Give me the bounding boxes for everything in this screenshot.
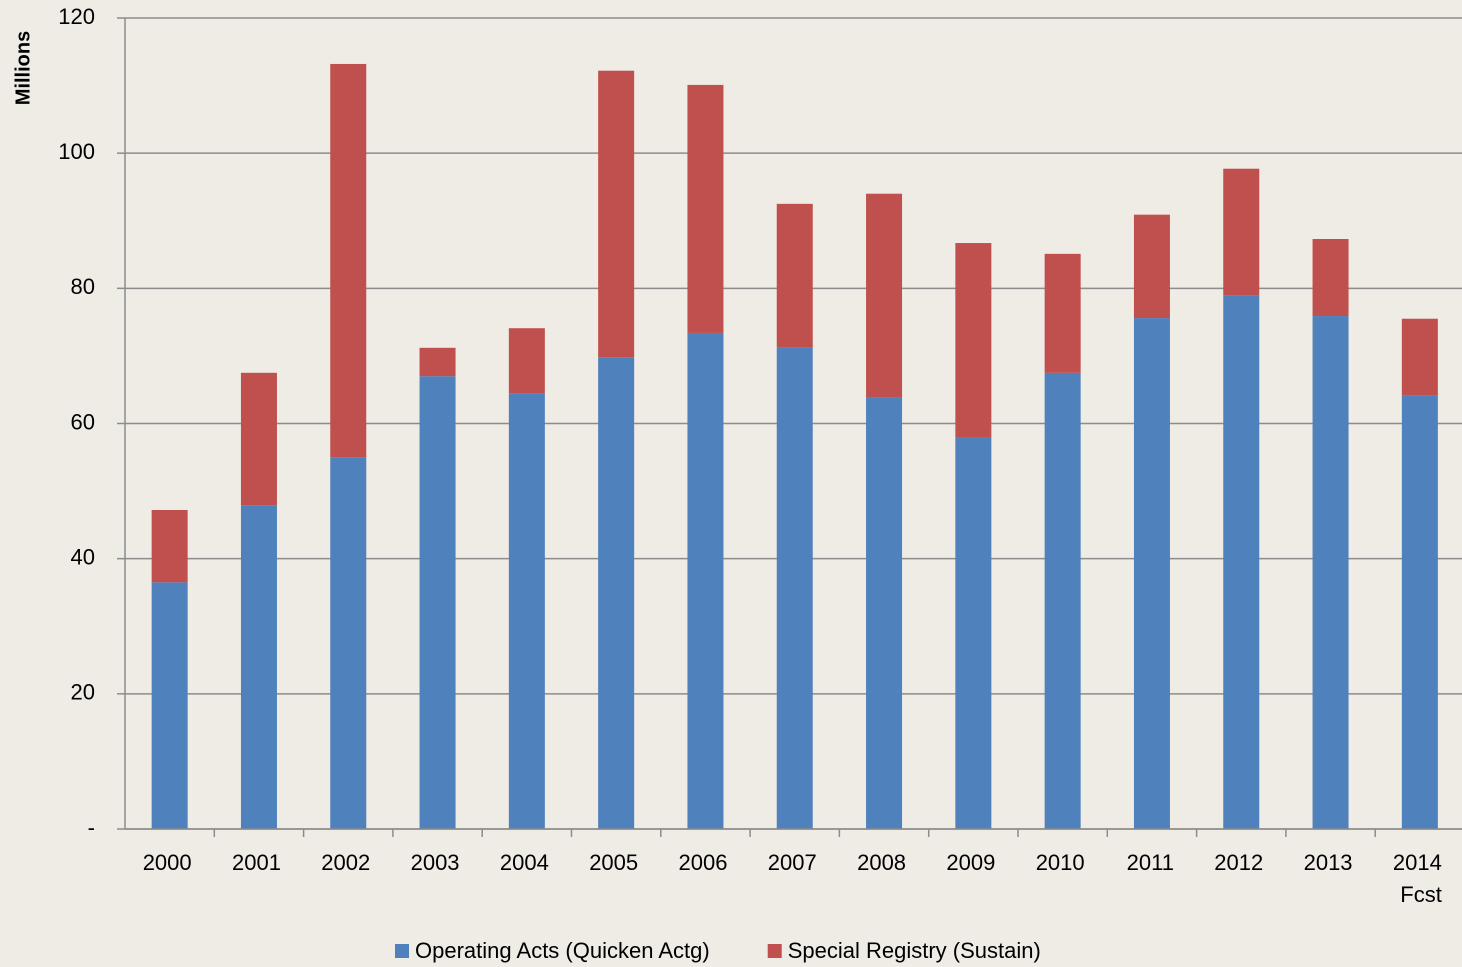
y-tick-label: 80	[71, 274, 95, 299]
bar-segment	[1223, 168, 1260, 296]
bar-segment	[687, 84, 724, 333]
x-tick-label: 2007	[767, 850, 817, 875]
bar-segment	[1401, 318, 1438, 396]
y-tick-label: 120	[58, 4, 95, 29]
x-tick-label: 2001	[231, 850, 281, 875]
y-axis-label: Millions	[12, 31, 34, 105]
bar-segment	[687, 332, 724, 829]
bar-segment	[330, 63, 367, 458]
bar-segment	[1133, 214, 1170, 319]
y-tick-label: 20	[71, 680, 95, 705]
bar-segment	[1312, 316, 1349, 830]
x-tick-label: 2012	[1214, 850, 1264, 875]
x-tick-label: 2005	[589, 850, 639, 875]
bar-segment	[1133, 318, 1170, 829]
bar-segment	[866, 193, 903, 398]
bar-segment	[1223, 295, 1260, 830]
legend-swatch	[767, 944, 782, 958]
bar-segment	[508, 393, 545, 829]
bar-segment	[330, 457, 367, 829]
x-tick-label: 2013	[1303, 850, 1353, 875]
bar-segment	[151, 510, 188, 583]
x-tick-label: 2006	[678, 850, 728, 875]
bar-segment	[419, 376, 456, 829]
y-tick-label: -	[88, 815, 95, 840]
x-tick-label: 2009	[946, 850, 996, 875]
x-tick-label: 2008	[857, 850, 907, 875]
bar-segment	[598, 357, 635, 829]
y-tick-label: 60	[71, 409, 95, 434]
bar-segment	[866, 397, 903, 829]
y-tick-label: 40	[71, 544, 95, 569]
y-tick-label: 100	[58, 139, 95, 164]
bar-segment	[151, 582, 188, 829]
legend-swatch	[395, 944, 409, 958]
x-tick-label: 2002	[321, 850, 371, 875]
bar-segment	[776, 347, 813, 829]
bar-segment	[955, 437, 992, 829]
x-tick-label: 2011	[1126, 850, 1174, 875]
x-tick-label: 2004	[499, 850, 549, 875]
bar-segment	[508, 328, 545, 394]
bar-segment	[240, 505, 277, 829]
legend-label: Special Registry (Sustain)	[788, 938, 1041, 963]
bar-segment	[240, 372, 277, 506]
bar-segment	[955, 243, 992, 438]
bar-segment	[776, 203, 813, 348]
x-tick-label: 2010	[1035, 850, 1085, 875]
bar-segment	[1044, 253, 1081, 373]
bar-segment	[598, 70, 635, 358]
legend-label: Operating Acts (Quicken Actg)	[415, 938, 710, 963]
x-tick-label: 2000	[142, 850, 192, 875]
bar-segment	[1044, 372, 1081, 829]
bar-segment	[1312, 238, 1349, 317]
x-tick-label: 2014 Fcst	[1392, 850, 1442, 907]
bar-segment	[419, 347, 456, 377]
bar-segment	[1401, 395, 1438, 829]
x-tick-label: 2003	[410, 850, 460, 875]
